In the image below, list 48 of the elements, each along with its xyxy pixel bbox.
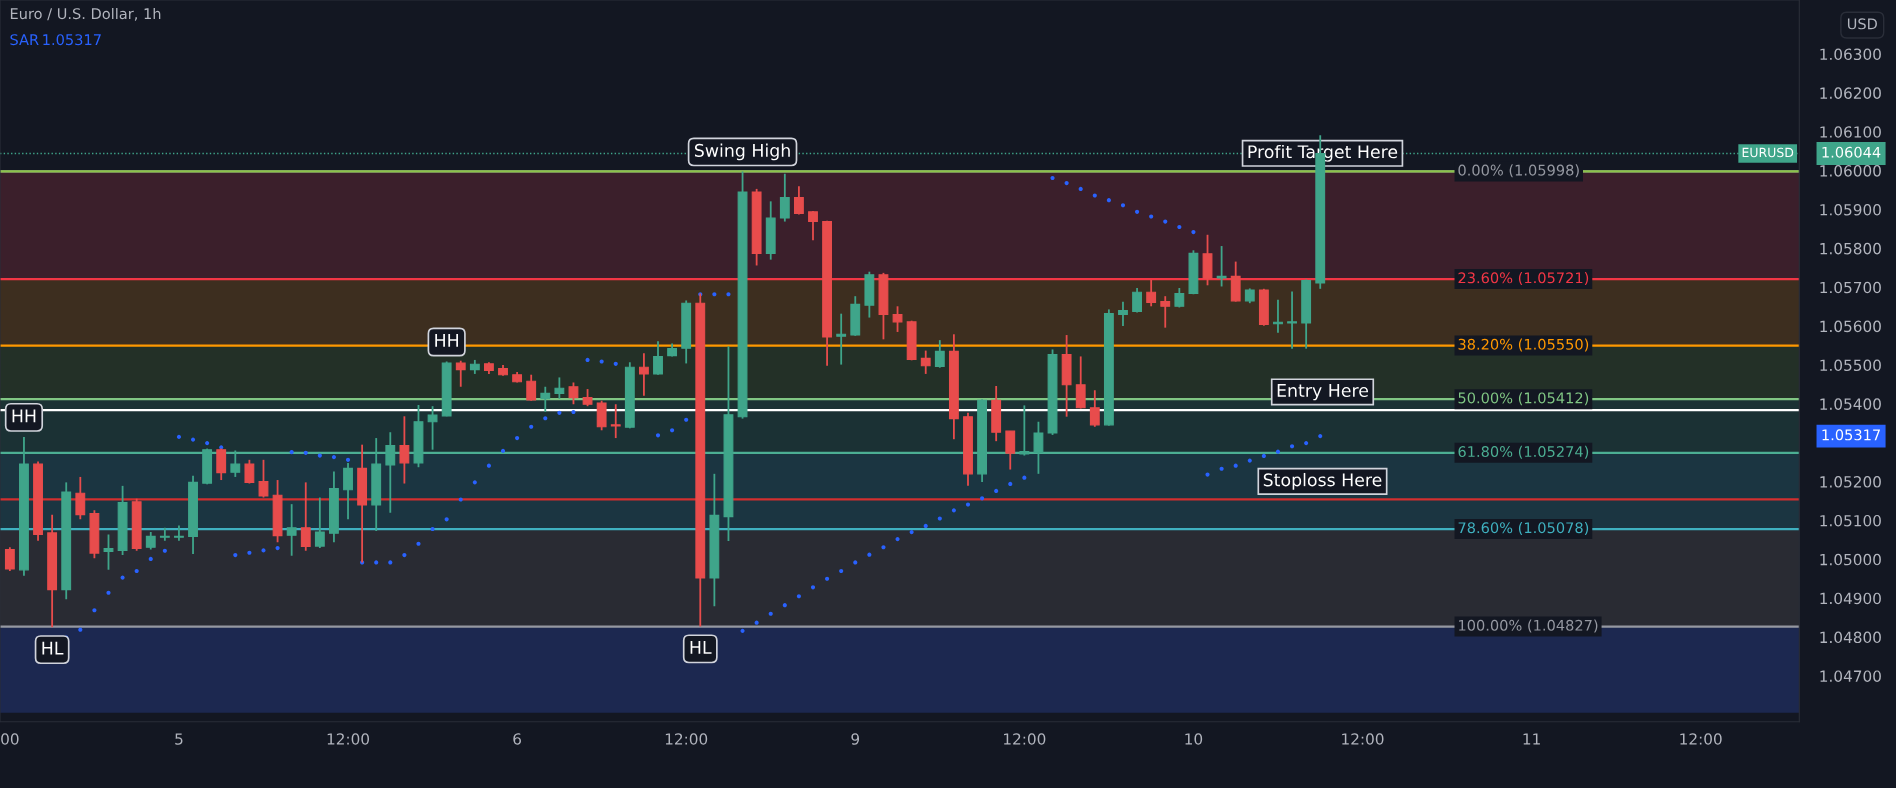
ref-line-label: 61.80% (1.05274) <box>1458 445 1589 459</box>
y-tick-label: 1.05700 <box>1820 281 1881 294</box>
chart-title: Euro / U.S. Dollar, 1h <box>10 7 161 21</box>
ref-line-label: 78.60% (1.05078) <box>1458 521 1589 535</box>
x-tick-label: 5 <box>175 733 183 745</box>
annotation: EURUSD <box>1742 147 1794 158</box>
ref-line-label: Entry Here <box>1277 384 1368 401</box>
x-tick-label: 11 <box>1523 733 1540 745</box>
y-tick-label: 1.06200 <box>1820 87 1881 99</box>
y-tick-label: 1.04700 <box>1820 670 1881 682</box>
ref-line-label: 23.60% (1.05721) <box>1458 272 1589 286</box>
ref-line-label: 100.00% (1.04827) <box>1459 619 1598 633</box>
y-tick-label: 1.06000 <box>1820 165 1881 177</box>
y-tick-label: 1.06100 <box>1820 126 1881 138</box>
y-tick-label: 1.05200 <box>1820 476 1881 488</box>
y-tick-label: 1.05400 <box>1820 398 1881 410</box>
y-tick-label: 1.05000 <box>1820 553 1881 566</box>
y-tick-label: 1.05600 <box>1820 320 1881 333</box>
annotation: 1.05317 <box>43 34 101 46</box>
y-tick-label: 1.05800 <box>1820 242 1881 255</box>
x-tick-label: 12:00 <box>1342 733 1384 745</box>
x-tick-label: 10 <box>1185 733 1203 745</box>
annotation: HH <box>12 409 36 423</box>
ref-line-label: 0.00% (1.05998) <box>1458 164 1579 178</box>
y-tick-label: 1.04900 <box>1820 592 1881 605</box>
annotation: HH <box>435 334 458 347</box>
ref-line-label: 50.00% (1.05412) <box>1458 392 1589 406</box>
y-tick-label: 1.04800 <box>1820 631 1881 644</box>
x-tick-label: 12:00 <box>327 733 370 745</box>
y-tick-label: 1.05100 <box>1820 514 1881 527</box>
ref-line-label: 1.06044 <box>1822 146 1881 158</box>
y-tick-label: 1.05900 <box>1820 203 1881 216</box>
annotation: Swing High <box>694 143 790 161</box>
ref-line-label: Stoploss Here <box>1263 472 1382 490</box>
y-tick-label: 1.05500 <box>1820 359 1881 372</box>
text: SAR <box>10 34 39 46</box>
x-tick-label: 9 <box>851 733 860 745</box>
annotation: HL <box>42 641 64 655</box>
y-tick-label: 1.06300 <box>1820 48 1881 61</box>
x-tick-label: 12:00 <box>1004 733 1046 745</box>
ref-line-label: 38.20% (1.05550) <box>1458 338 1589 352</box>
x-tick-label: 12:00 <box>1680 733 1722 745</box>
annotation: HL <box>690 641 712 654</box>
x-tick-label: 00 <box>1 733 19 745</box>
x-tick-label: 12:00 <box>665 733 708 745</box>
text: 1.05317 <box>1822 429 1880 441</box>
x-tick-label: 6 <box>513 733 521 745</box>
y-axis-title: USD <box>1847 18 1877 30</box>
